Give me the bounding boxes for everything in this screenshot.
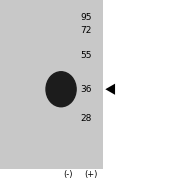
Text: (+): (+) [84,170,98,179]
Ellipse shape [46,72,76,107]
Text: 28: 28 [81,114,92,123]
Polygon shape [105,84,115,95]
Text: 95: 95 [81,13,92,22]
Text: 72: 72 [81,26,92,35]
Text: (-): (-) [63,170,73,179]
Text: 55: 55 [81,51,92,60]
Text: 36: 36 [81,85,92,94]
Bar [0,0,103,169]
